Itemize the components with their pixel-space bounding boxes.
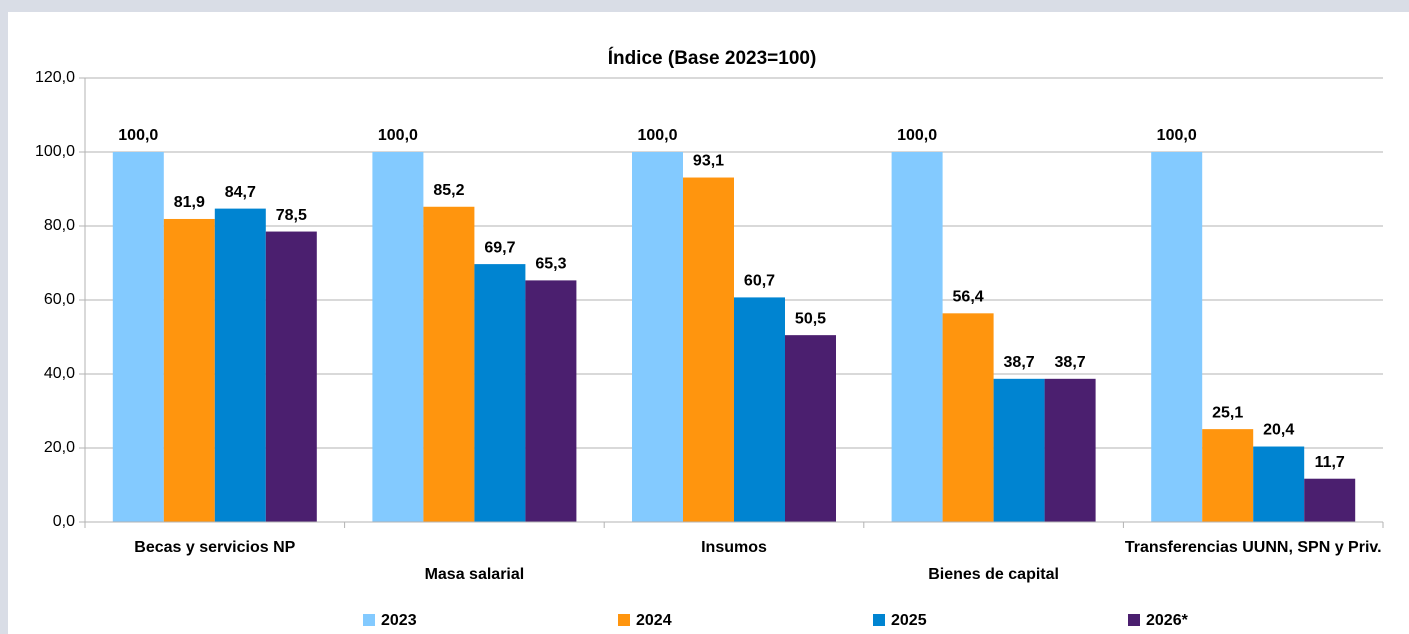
y-tick-label: 120,0 [35,69,75,86]
value-label: 56,4 [953,289,984,306]
value-label: 100,0 [897,127,937,144]
bar [372,152,424,522]
x-tick-label: Masa salarial [425,566,525,583]
y-tick-label: 60,0 [44,291,75,308]
bar [1151,152,1203,522]
bar [525,280,577,522]
bar [112,152,164,522]
bar [942,313,994,522]
bar [632,152,683,522]
y-tick-label: 40,0 [44,365,75,382]
value-label: 100,0 [378,127,418,144]
value-label: 20,4 [1263,422,1294,439]
value-label: 38,7 [1004,354,1035,371]
value-label: 60,7 [744,273,775,290]
y-tick-label: 20,0 [44,439,75,456]
bar [423,206,475,522]
value-label: 11,7 [1315,454,1345,471]
bar [1202,429,1254,522]
value-label: 69,7 [484,239,515,256]
value-label: 100,0 [637,127,677,144]
bar [1253,446,1305,522]
value-label: 78,5 [276,207,307,224]
value-label: 65,3 [535,256,566,273]
chart-title: Índice (Base 2023=100) [608,47,817,69]
bar [1044,378,1096,522]
x-tick-label: Transferencias UUNN, SPN y Priv. [1125,539,1382,556]
x-tick-label: Bienes de capital [928,566,1059,583]
legend-label: 2024 [636,612,672,629]
value-label: 93,1 [693,153,724,170]
y-tick-label: 0,0 [53,513,75,530]
legend-swatch [1128,614,1140,626]
value-label: 50,5 [795,310,826,327]
bar [1304,478,1356,522]
y-tick-label: 80,0 [44,217,75,234]
legend-swatch [618,614,630,626]
value-label: 100,0 [118,127,158,144]
value-label: 84,7 [225,184,256,201]
value-label: 85,2 [433,182,464,199]
value-label: 38,7 [1055,354,1086,371]
bar [734,297,785,522]
bar [993,378,1045,522]
value-label: 100,0 [1157,127,1197,144]
y-tick-label: 100,0 [35,143,75,160]
bar [683,177,734,522]
bar [891,152,943,522]
x-tick-label: Becas y servicios NP [134,539,295,556]
bar [214,208,266,523]
value-label: 81,9 [174,194,205,211]
x-tick-label: Insumos [701,539,767,556]
bar [163,218,215,522]
bar [265,231,317,523]
bar [785,335,836,522]
bar [474,264,526,522]
legend-swatch [363,614,375,626]
value-label: 25,1 [1212,404,1243,421]
legend-label: 2023 [381,612,417,629]
legend-swatch [873,614,885,626]
legend-label: 2025 [891,612,927,629]
legend-label: 2026* [1146,612,1189,629]
